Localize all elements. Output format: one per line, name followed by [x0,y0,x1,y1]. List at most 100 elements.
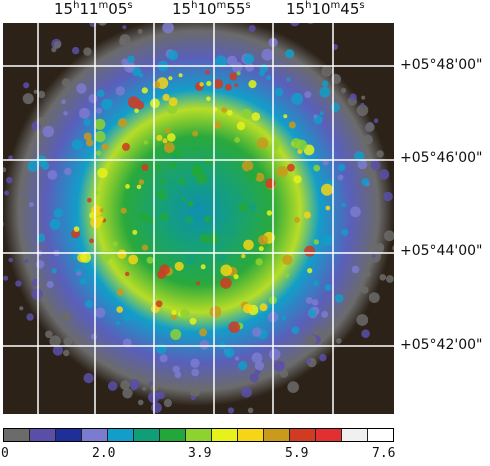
hot-spot [224,347,235,358]
hot-spot [290,23,300,27]
hot-spot [378,169,390,180]
hot-spot [236,121,246,131]
hot-spot [354,151,365,162]
hot-spot [291,326,300,334]
hot-spot [112,241,118,247]
hot-spot [341,202,346,208]
hot-spot [142,386,147,391]
hot-spot [206,80,212,87]
hot-spot [49,218,61,230]
hot-spot [22,93,34,105]
hot-spot [171,309,177,316]
hot-spot [96,107,103,114]
hot-spot [146,256,154,264]
hot-spot [206,96,211,102]
hot-spot [47,170,58,180]
hot-spot [371,253,376,258]
hot-spot [100,23,107,25]
hot-spot [71,139,83,151]
hot-spot [296,139,307,151]
colorbar-swatch [56,429,82,441]
hot-spot [89,238,94,244]
hot-spot [356,104,369,117]
hot-spot [187,200,194,207]
hot-spot [136,184,142,190]
hot-spot [117,118,128,128]
hot-spot [120,207,127,214]
hot-spot [141,163,149,171]
hot-spot [156,134,163,141]
hot-spot [191,368,200,377]
hot-spot [273,360,285,372]
hot-spot [162,23,174,34]
hot-spot [241,253,246,259]
hot-spot [196,281,201,286]
hot-spot [73,226,80,232]
hot-spot [308,309,317,318]
hot-spot [159,178,165,184]
hot-spot [42,125,55,138]
dec-label-2: +05°46'00" [400,150,483,166]
hot-spot [386,275,394,283]
hot-spot [313,280,319,287]
hot-spot [184,216,194,226]
hot-spot [122,142,130,151]
hot-spot [276,166,288,178]
hot-spot [35,260,45,269]
hot-spot [26,313,34,321]
hot-spot [122,388,133,399]
hot-spot [238,361,248,371]
hot-spot [127,64,135,71]
hot-spot [138,179,145,185]
hot-spot [37,90,46,99]
hot-spot [117,249,127,259]
colorbar-tick-4: 7.6 [372,446,396,461]
hot-spot [248,80,257,89]
hot-spot [199,82,204,87]
hot-spot [22,200,29,206]
hot-spot [311,299,319,306]
hot-spot [357,159,368,170]
hot-spot [101,143,109,151]
hot-spot [266,210,273,216]
hot-spot [15,280,22,287]
colorbar-swatch [212,429,238,441]
hot-spot [6,176,13,184]
hot-spot [174,261,184,271]
hot-spot [90,333,97,340]
hot-spot [94,130,106,143]
hot-spot [200,264,206,270]
hot-spot [61,78,71,87]
hot-spot [351,265,360,274]
hot-spot [243,239,254,251]
hot-spot [164,127,171,134]
hot-spot [115,321,120,326]
hot-spot [31,288,43,300]
hot-spot [199,233,210,244]
hot-spot [322,80,329,87]
hot-spot [256,137,269,149]
hot-spot [313,164,321,172]
hot-spot [287,163,295,172]
hot-spot [241,108,252,119]
hot-spot [28,202,34,207]
hot-spot [245,62,255,72]
hot-spot [107,99,113,105]
hot-spot [33,89,38,94]
ra-label-1: 15h11m05s [54,0,133,18]
dec-label-4: +05°42'00" [400,337,483,353]
hot-spot [349,93,357,101]
hot-spot [236,71,241,76]
hot-spot [141,244,149,251]
hot-spot [192,163,203,175]
hot-spot [234,137,241,143]
hot-spot [162,93,170,101]
hot-spot [119,37,127,46]
hot-spot [134,108,139,114]
hot-spot [259,303,268,312]
hot-spot [229,72,238,81]
hot-spot [76,83,87,94]
colorbar-swatch [82,429,108,441]
hot-spot [60,311,72,323]
hot-spot [307,268,313,274]
